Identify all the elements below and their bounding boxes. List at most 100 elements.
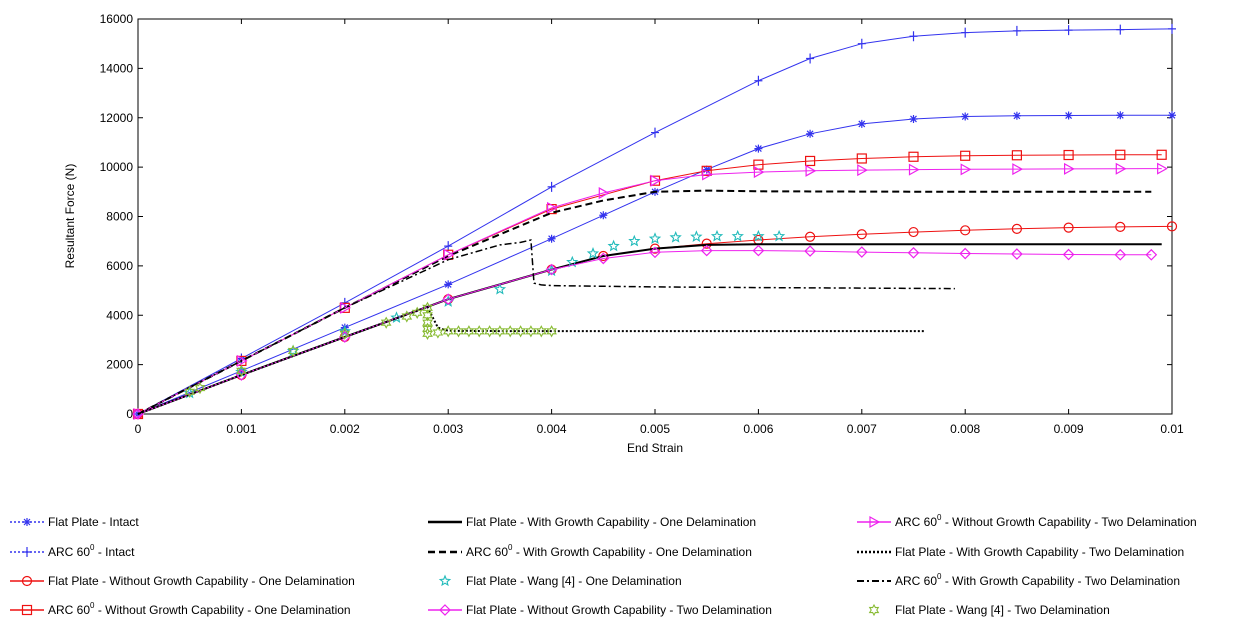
data-point bbox=[961, 112, 970, 121]
legend-item: ARC 600 - Without Growth Capability - On… bbox=[10, 601, 351, 617]
x-axis-title: End Strain bbox=[627, 441, 683, 455]
data-point bbox=[806, 129, 815, 138]
data-point bbox=[804, 155, 816, 167]
data-point bbox=[702, 165, 711, 174]
data-point bbox=[690, 230, 703, 243]
data-point bbox=[907, 246, 920, 259]
legend-label: Flat Plate - Wang [4] - Two Delamination bbox=[895, 603, 1110, 617]
legend-marker bbox=[869, 515, 881, 529]
data-point bbox=[804, 231, 816, 242]
legend-marker bbox=[438, 574, 452, 587]
data-point bbox=[857, 119, 866, 128]
data-point bbox=[547, 181, 556, 192]
legend-label: Flat Plate - Without Growth Capability -… bbox=[48, 574, 355, 588]
legend-item: ARC 600 - With Growth Capability - Two D… bbox=[857, 572, 1180, 588]
legend-label: ARC 600 - Intact bbox=[48, 543, 135, 559]
data-point bbox=[473, 325, 485, 338]
data-point bbox=[1157, 162, 1168, 175]
data-point bbox=[1145, 248, 1158, 261]
data-point bbox=[908, 226, 919, 238]
data-point bbox=[586, 246, 600, 259]
series-9 bbox=[133, 162, 1168, 421]
data-point bbox=[443, 248, 455, 261]
data-point bbox=[546, 201, 558, 214]
data-point bbox=[702, 168, 713, 181]
data-point bbox=[599, 211, 608, 220]
y-tick-label: 12000 bbox=[100, 111, 134, 125]
x-tick-label: 0.001 bbox=[226, 422, 256, 436]
data-point bbox=[422, 301, 433, 314]
data-point bbox=[184, 385, 195, 398]
data-point bbox=[1114, 248, 1127, 261]
data-point bbox=[607, 239, 620, 252]
data-point bbox=[422, 322, 433, 335]
series-11 bbox=[137, 239, 955, 415]
data-point bbox=[649, 246, 661, 259]
legend-item: Flat Plate - Intact bbox=[10, 515, 139, 529]
data-point bbox=[484, 325, 495, 338]
legend: Flat Plate - Intact ARC 600 - Intact Flat … bbox=[10, 513, 1197, 617]
data-point bbox=[1116, 111, 1125, 120]
data-point bbox=[857, 38, 866, 49]
data-point bbox=[1166, 221, 1178, 232]
data-point bbox=[1064, 25, 1073, 36]
data-point bbox=[287, 344, 299, 358]
data-point bbox=[805, 164, 817, 177]
x-tick-label: 0.007 bbox=[847, 422, 877, 436]
y-tick-label: 2000 bbox=[106, 358, 133, 372]
y-tick-label: 8000 bbox=[106, 210, 133, 224]
plot-area bbox=[137, 18, 1173, 415]
data-point bbox=[515, 325, 526, 338]
data-point bbox=[236, 354, 248, 367]
data-point bbox=[960, 163, 972, 176]
y-tick-label: 4000 bbox=[106, 308, 133, 322]
data-point bbox=[856, 229, 867, 240]
data-point bbox=[236, 364, 247, 377]
data-point bbox=[1063, 162, 1075, 175]
x-tick-label: 0.004 bbox=[537, 422, 567, 436]
data-point bbox=[1116, 24, 1125, 35]
legend-marker bbox=[868, 603, 880, 617]
data-point bbox=[804, 245, 816, 257]
data-point bbox=[432, 326, 444, 339]
data-point bbox=[710, 229, 724, 242]
data-point bbox=[961, 27, 970, 38]
y-tick-label: 14000 bbox=[100, 61, 134, 75]
x-tick-label: 0 bbox=[135, 422, 142, 436]
data-point bbox=[1115, 149, 1126, 160]
axis-ticks: 0 0.001 0.002 0.003 0.004 0.005 0.006 0.007 0.00… bbox=[100, 12, 1184, 436]
data-point bbox=[194, 381, 206, 395]
data-point bbox=[959, 247, 972, 260]
legend-item: ARC 600 - With Growth Capability - One D… bbox=[428, 543, 752, 559]
data-point bbox=[493, 282, 507, 295]
legend-item: Flat Plate - Wang [4] - One Delamination bbox=[438, 574, 682, 588]
data-point bbox=[772, 229, 786, 242]
data-point bbox=[401, 310, 413, 323]
legend-label: ARC 600 - Without Growth Capability - On… bbox=[48, 601, 351, 617]
data-point bbox=[700, 244, 713, 257]
data-point bbox=[752, 244, 765, 257]
data-point bbox=[1012, 163, 1024, 176]
data-point bbox=[1011, 248, 1023, 260]
data-point bbox=[650, 174, 662, 187]
data-point bbox=[1168, 23, 1176, 34]
data-point bbox=[444, 241, 453, 252]
data-point bbox=[857, 164, 869, 177]
data-point bbox=[453, 325, 464, 338]
legend-label: Flat Plate - Wang [4] - One Delamination bbox=[466, 574, 682, 588]
data-point bbox=[628, 234, 641, 247]
data-point bbox=[545, 263, 558, 276]
data-point bbox=[1115, 221, 1126, 232]
legend-item: Flat Plate - With Growth Capability - On… bbox=[428, 515, 756, 529]
data-point bbox=[444, 280, 453, 289]
data-point bbox=[598, 187, 610, 200]
legend-label: ARC 600 - Without Growth Capability - Tw… bbox=[895, 513, 1197, 529]
series-layer bbox=[132, 23, 1178, 421]
data-point bbox=[908, 163, 920, 176]
x-tick-label: 0.006 bbox=[743, 422, 773, 436]
data-point bbox=[908, 151, 919, 162]
data-point bbox=[754, 75, 763, 86]
data-point bbox=[422, 327, 433, 340]
data-point bbox=[463, 325, 475, 338]
data-point bbox=[909, 31, 918, 42]
